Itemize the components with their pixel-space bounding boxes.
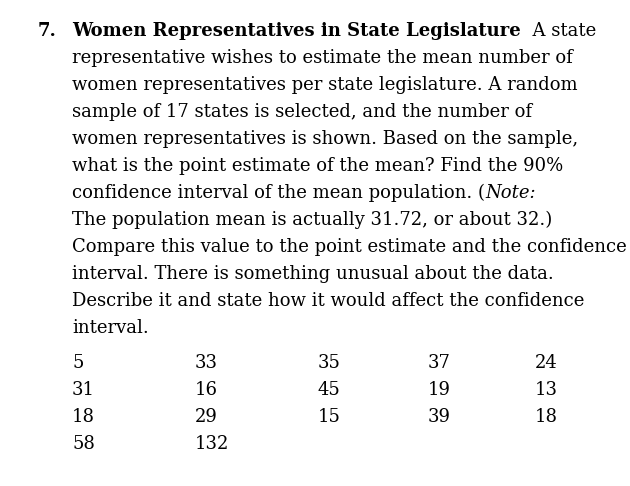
Text: 24: 24	[535, 354, 558, 372]
Text: 37: 37	[428, 354, 451, 372]
Text: women representatives is shown. Based on the sample,: women representatives is shown. Based on…	[72, 130, 578, 148]
Text: Compare this value to the point estimate and the confidence: Compare this value to the point estimate…	[72, 238, 627, 256]
Text: what is the point estimate of the mean? Find the 90%: what is the point estimate of the mean? …	[72, 157, 563, 175]
Text: 15: 15	[318, 408, 341, 426]
Text: 35: 35	[318, 354, 341, 372]
Text: Note:: Note:	[485, 184, 536, 202]
Text: 29: 29	[195, 408, 218, 426]
Text: 13: 13	[535, 381, 558, 399]
Text: 58: 58	[72, 435, 95, 453]
Text: 39: 39	[428, 408, 451, 426]
Text: 33: 33	[195, 354, 218, 372]
Text: 31: 31	[72, 381, 95, 399]
Text: interval.: interval.	[72, 319, 149, 337]
Text: confidence interval of the mean population. (: confidence interval of the mean populati…	[72, 184, 485, 202]
Text: 7.: 7.	[38, 22, 57, 40]
Text: 5: 5	[72, 354, 83, 372]
Text: 45: 45	[318, 381, 341, 399]
Text: 18: 18	[535, 408, 558, 426]
Text: 132: 132	[195, 435, 229, 453]
Text: interval. There is something unusual about the data.: interval. There is something unusual abo…	[72, 265, 554, 283]
Text: A state: A state	[521, 22, 596, 40]
Text: Women Representatives in State Legislature: Women Representatives in State Legislatu…	[72, 22, 521, 40]
Text: representative wishes to estimate the mean number of: representative wishes to estimate the me…	[72, 49, 573, 67]
Text: Describe it and state how it would affect the confidence: Describe it and state how it would affec…	[72, 292, 585, 310]
Text: sample of 17 states is selected, and the number of: sample of 17 states is selected, and the…	[72, 103, 532, 121]
Text: 18: 18	[72, 408, 95, 426]
Text: women representatives per state legislature. A random: women representatives per state legislat…	[72, 76, 578, 94]
Text: 19: 19	[428, 381, 451, 399]
Text: 16: 16	[195, 381, 218, 399]
Text: The population mean is actually 31.72, or about 32.): The population mean is actually 31.72, o…	[72, 211, 553, 229]
